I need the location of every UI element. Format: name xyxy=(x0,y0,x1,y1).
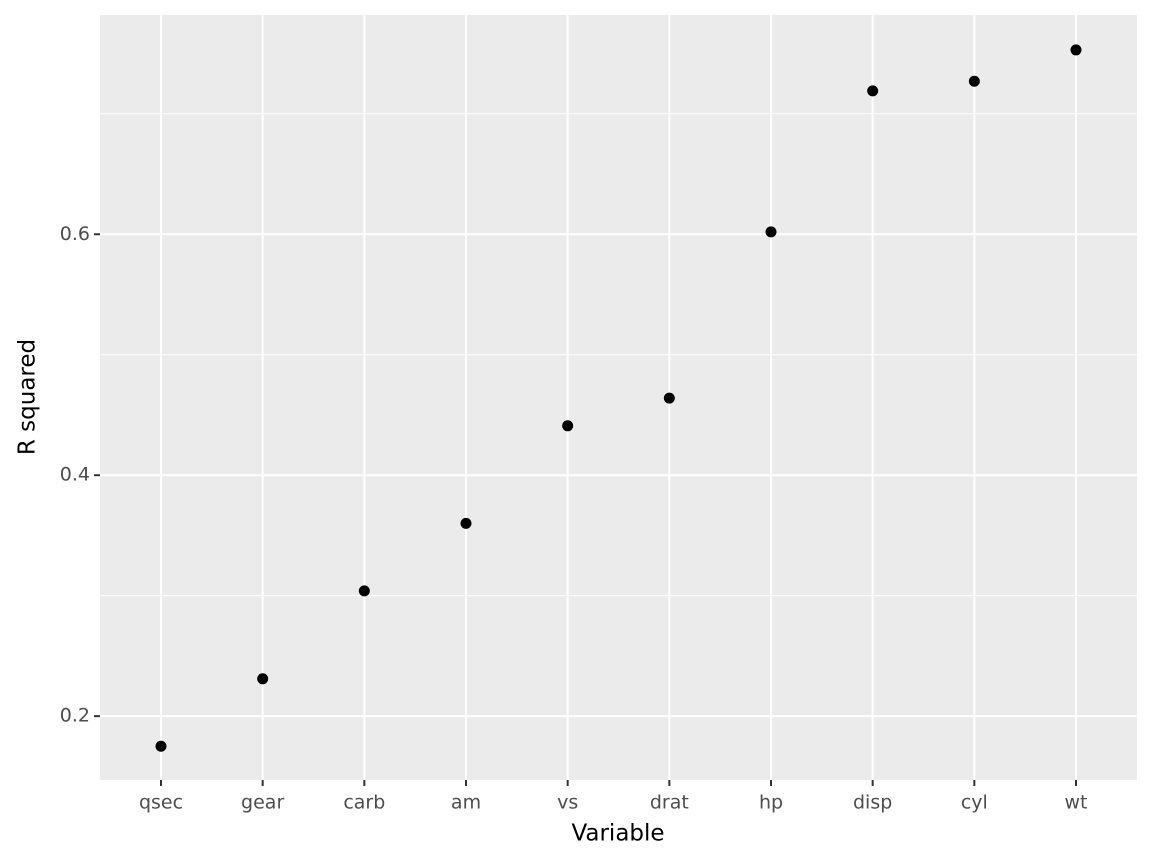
grid xyxy=(100,15,1137,780)
x-tick-label: hp xyxy=(759,792,783,814)
point xyxy=(460,517,472,529)
x-tick-label: vs xyxy=(557,792,578,814)
point xyxy=(257,673,269,685)
x-tick-label: qsec xyxy=(139,792,183,814)
point xyxy=(358,585,370,597)
point xyxy=(968,75,980,87)
point xyxy=(867,85,879,97)
y-axis-title: R squared xyxy=(15,339,41,455)
x-tick-label: carb xyxy=(343,792,385,814)
point xyxy=(765,226,777,238)
y-tick-label: 0.4 xyxy=(60,464,90,486)
point xyxy=(155,740,167,752)
x-tick-label: disp xyxy=(853,792,892,814)
y-tick-label: 0.6 xyxy=(60,223,90,245)
panel xyxy=(100,15,1137,780)
point xyxy=(663,392,675,404)
point xyxy=(562,420,574,432)
x-tick-label: drat xyxy=(650,792,689,814)
x-tick-label: gear xyxy=(241,792,284,814)
marks xyxy=(155,44,1082,752)
x-tick-label: wt xyxy=(1065,792,1088,814)
x-axis-title: Variable xyxy=(571,821,664,847)
x-tick-label: am xyxy=(451,792,481,814)
y-tick-label: 0.2 xyxy=(60,705,90,727)
x-tick-label: cyl xyxy=(961,792,988,814)
point xyxy=(1070,44,1082,56)
